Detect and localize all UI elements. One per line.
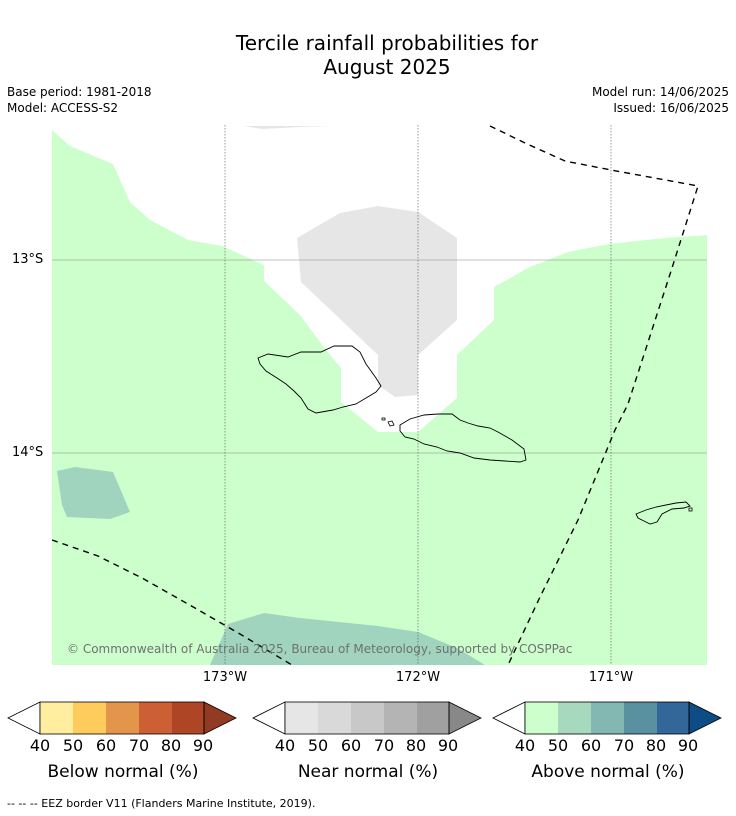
- colorbar-near-min-arrow: [252, 701, 286, 735]
- colorbar-below-tick: 70: [128, 736, 150, 755]
- lat-label-13s: 13°S: [12, 252, 44, 267]
- colorbar-below-normal: [7, 701, 237, 735]
- above-normal-50-60-west: [57, 467, 130, 519]
- colorbar-below-bin-80: [172, 702, 204, 734]
- colorbar-near-normal: [252, 701, 482, 735]
- colorbar-above-bin-70: [624, 702, 657, 734]
- colorbar-near-label: Near normal (%): [297, 762, 439, 782]
- colorbar-above-tick: 90: [677, 736, 699, 755]
- colorbar-below-bin-70: [139, 702, 172, 734]
- colorbar-below-frame: [39, 701, 205, 735]
- map-canvas: [51, 125, 707, 666]
- eez-border-south: [51, 539, 293, 666]
- islet-apolima: [381, 417, 386, 421]
- island-savaii: [257, 345, 382, 414]
- base-period: Base period: 1981-2018: [7, 85, 152, 99]
- colorbar-below-tick: 50: [62, 736, 84, 755]
- colorbar-above-tick: 50: [547, 736, 569, 755]
- colorbar-above-frame: [524, 701, 690, 735]
- colorbar-near-max-arrow: [448, 701, 482, 735]
- lon-label-172w: 172°W: [395, 670, 441, 685]
- colorbar-near-bin-80: [417, 702, 449, 734]
- colorbar-near-tick: 80: [405, 736, 427, 755]
- colorbar-below-bin-50: [73, 702, 106, 734]
- colorbar-above-tick: 40: [514, 736, 536, 755]
- title-line-1: Tercile rainfall probabilities for: [235, 31, 539, 55]
- colorbar-near-bin-60: [351, 702, 384, 734]
- colorbar-below-tick: 90: [192, 736, 214, 755]
- colorbar-near-frame: [284, 701, 450, 735]
- islet-aunuu: [688, 507, 693, 512]
- eez-border-note: -- -- -- EEZ border V11 (Flanders Marine…: [7, 797, 316, 810]
- model-run: Model run: 14/06/2025: [591, 85, 729, 99]
- colorbar-below-bin-40: [40, 702, 73, 734]
- colorbar-above-bin-60: [591, 702, 624, 734]
- colorbar-above-tick: 80: [645, 736, 667, 755]
- meta-right: Model run: 14/06/2025 Issued: 16/06/2025: [592, 84, 729, 116]
- above-normal-50-60-south: [210, 613, 485, 665]
- colorbar-below-label: Below normal (%): [47, 762, 199, 782]
- model-name: Model: ACCESS-S2: [7, 101, 119, 115]
- colorbar-near-tick: 50: [307, 736, 329, 755]
- title-line-2: August 2025: [323, 55, 451, 79]
- map-title: Tercile rainfall probabilities for Augus…: [0, 31, 736, 79]
- colorbar-above-tick: 60: [580, 736, 602, 755]
- colorbar-below-bin-60: [106, 702, 139, 734]
- colorbar-above-bin-80: [657, 702, 689, 734]
- colorbar-below-max-arrow: [203, 701, 237, 735]
- lon-label-173w: 173°W: [202, 670, 248, 685]
- colorbar-near-bin-50: [318, 702, 351, 734]
- eez-border-north: [489, 125, 699, 666]
- colorbar-above-label: Above normal (%): [531, 762, 685, 782]
- colorbar-near-bin-70: [384, 702, 417, 734]
- colorbar-above-bin-40: [525, 702, 558, 734]
- colorbar-above-normal: [492, 701, 722, 735]
- colorbar-above-tick: 70: [613, 736, 635, 755]
- colorbar-above-min-arrow: [492, 701, 526, 735]
- colorbar-near-tick: 90: [437, 736, 459, 755]
- colorbar-below-tick: 80: [160, 736, 182, 755]
- colorbar-near-tick: 40: [274, 736, 296, 755]
- lon-label-171w: 171°W: [588, 670, 634, 685]
- colorbar-above-bin-50: [558, 702, 591, 734]
- colorbar-near-bin-40: [285, 702, 318, 734]
- colorbar-near-tick: 70: [373, 736, 395, 755]
- island-tutuila: [635, 501, 691, 525]
- island-upolu: [399, 413, 527, 463]
- meta-left: Base period: 1981-2018 Model: ACCESS-S2: [7, 84, 152, 116]
- near-normal-40-50-strip: [244, 126, 330, 129]
- lat-label-14s: 14°S: [12, 445, 44, 460]
- colorbar-below-tick: 40: [29, 736, 51, 755]
- copyright-notice: © Commonwealth of Australia 2025, Bureau…: [67, 642, 573, 656]
- above-normal-40-50-region: [52, 130, 707, 665]
- colorbar-above-max-arrow: [688, 701, 722, 735]
- colorbar-below-min-arrow: [7, 701, 41, 735]
- islet-manono: [387, 420, 395, 427]
- issued-date: Issued: 16/06/2025: [613, 101, 729, 115]
- colorbar-near-tick: 60: [340, 736, 362, 755]
- colorbar-below-tick: 60: [95, 736, 117, 755]
- near-normal-40-50-region: [297, 206, 457, 397]
